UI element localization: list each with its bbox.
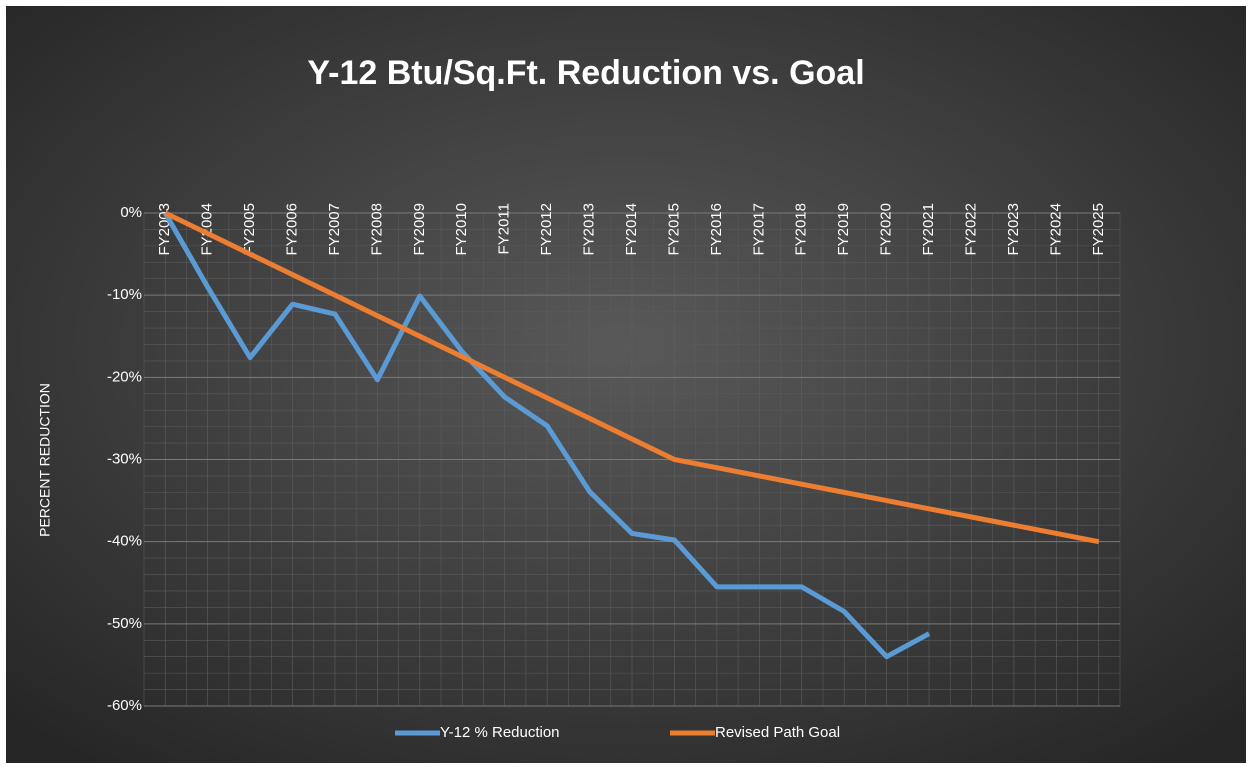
x-tick-label: FY2018: [793, 203, 810, 256]
x-tick-label: FY2011: [496, 203, 513, 254]
y-tick-label: -20%: [107, 368, 142, 385]
y-tick-label: -50%: [107, 615, 142, 632]
x-tick-label: FY2015: [665, 203, 682, 256]
x-tick-label: FY2020: [878, 203, 895, 256]
x-tick-label: FY2008: [368, 203, 385, 256]
y-tick-label: -60%: [107, 697, 142, 714]
series-line: [163, 211, 931, 660]
x-tick-label: FY2022: [962, 203, 979, 256]
x-tick-label: FY2021: [920, 203, 937, 256]
legend-label: Revised Path Goal: [715, 724, 840, 741]
y-tick-label: -10%: [107, 286, 142, 303]
x-tick-label: FY2013: [581, 203, 598, 256]
y-tick-label: 0%: [120, 204, 142, 221]
x-tick-label: FY2012: [538, 203, 555, 256]
chart-title: Y-12 Btu/Sq.Ft. Reduction vs. Goal: [307, 54, 864, 92]
x-tick-label: FY2019: [835, 203, 852, 256]
x-tick-label: FY2004: [199, 203, 216, 256]
series-line: [164, 210, 1100, 545]
x-tick-label: FY2006: [283, 203, 300, 256]
x-tick-label: FY2017: [750, 203, 767, 256]
x-tick-label: FY2010: [453, 203, 470, 256]
y-axis-label: PERCENT REDUCTION: [37, 383, 53, 537]
y-tick-label: -40%: [107, 533, 142, 550]
x-tick-label: FY2016: [708, 203, 725, 256]
legend-label: Y-12 % Reduction: [440, 724, 560, 741]
x-tick-label: FY2009: [411, 203, 428, 256]
x-tick-label: FY2014: [623, 203, 640, 256]
x-tick-label: FY2024: [1047, 203, 1064, 256]
x-tick-label: FY2025: [1090, 203, 1107, 256]
x-tick-label: FY2003: [156, 203, 173, 256]
x-tick-label: FY2023: [1005, 203, 1022, 256]
y-tick-label: -30%: [107, 450, 142, 467]
x-tick-label: FY2005: [241, 203, 258, 256]
background: [6, 6, 1246, 763]
x-tick-label: FY2007: [326, 203, 343, 256]
